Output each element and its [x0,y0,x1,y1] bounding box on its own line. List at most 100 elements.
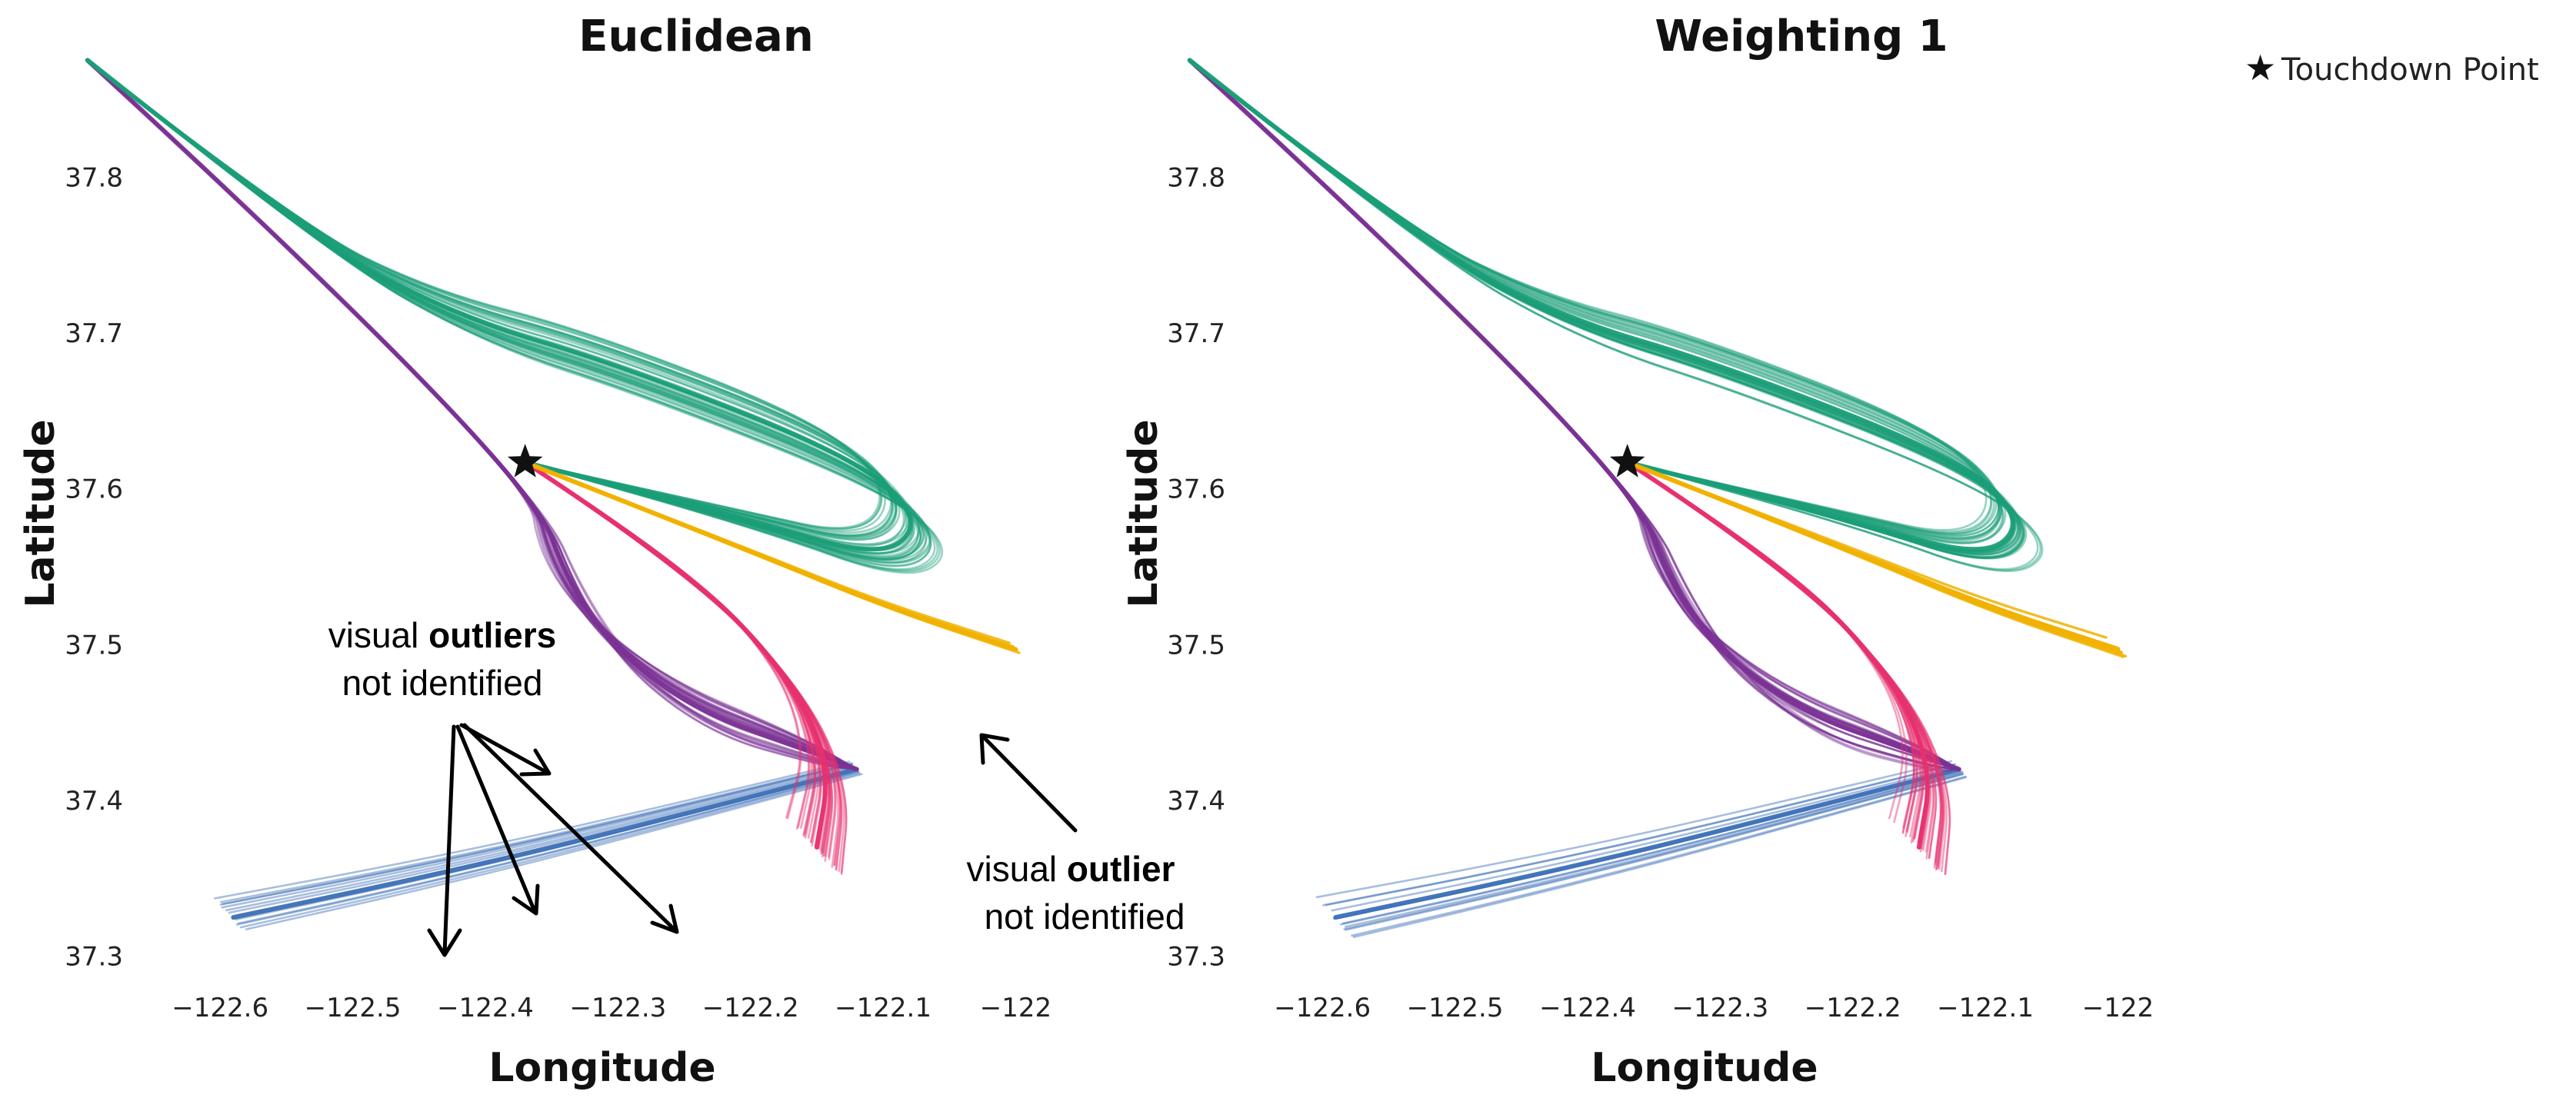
trajectory-line [1188,59,1993,534]
trajectory-line [1344,772,1964,928]
annotation-normal-text: visual [967,849,1067,889]
trajectory-line [1352,776,1968,938]
trajectory-line [1188,59,2039,571]
trajectory-line [86,59,941,573]
y-axis-label: Latitude [18,419,64,607]
trajectory-line [1188,59,2026,560]
trajectory-line [228,766,856,914]
y-tick-label: 37.4 [1167,786,1225,817]
trajectory-core-line [1187,58,1961,772]
annotation-arrows [427,723,1078,957]
trajectory-line [1188,59,2021,556]
trajectory-line [1188,59,2001,541]
trajectory-line [86,59,894,537]
trajectory-line [1188,59,2021,558]
trajectory-line [1188,59,2014,552]
trajectory-line [86,59,911,551]
trajectory-line [1315,760,1953,899]
trajectory-line [1188,59,2018,555]
arrowhead-2 [512,883,540,916]
trajectory-line [1188,59,2015,551]
trajectory-line [1188,59,2004,545]
annotation-bold-text: outliers [428,615,556,655]
x-tick-label: −122.1 [1937,993,2034,1023]
trajectory-line [86,59,901,541]
trajectory-line [86,59,931,564]
trajectory-line [86,59,920,554]
trajectory-line [1188,59,2017,552]
x-axis-label: Longitude [1591,1045,1818,1091]
trajectory-line [1188,59,2025,559]
arrow-4 [462,723,678,933]
trajectory-line [1188,59,2014,553]
trajectory-line [86,59,908,550]
touchdown-star-icon [507,444,543,477]
arrow-5 [981,734,1078,833]
x-tick-label: −122.5 [1407,993,1504,1023]
trajectory-line [86,59,931,564]
trajectory-line [1188,59,2000,537]
trajectory-line [86,59,898,537]
trajectory-line [86,59,939,571]
y-tick-label: 37.3 [65,942,123,973]
trajectory-line [1188,59,2024,558]
trajectory-line [86,59,910,546]
x-tick-label: −122 [980,993,1051,1023]
annotation-normal-text: visual [328,615,428,655]
trajectory-line [225,765,855,912]
trajectory-line [1188,59,2023,560]
trajectory-line [1188,59,2016,553]
trajectory-line [214,760,851,900]
star-icon: ★ [2244,47,2276,88]
trajectory-line [1188,59,2001,540]
trajectory-line [86,59,898,538]
y-tick-label: 37.5 [1167,630,1225,660]
series-cluster-3-pink [1625,460,1951,876]
trajectory-line [86,59,944,574]
x-tick-label: −122.4 [437,993,534,1023]
trajectory-line [219,763,853,906]
arrow-2 [455,724,537,913]
y-axis-label: Latitude [1121,419,1167,607]
trajectory-line [1188,59,2014,553]
trajectory-line [86,59,892,534]
trajectory-line [86,59,913,554]
euclidean-panel: Euclidean 37.3 37.4 37.5 37.6 37.7 37.8 −122.… [18,12,1185,1091]
trajectory-line [86,59,922,561]
trajectory-line [221,764,853,909]
trajectory-line [1341,770,1963,925]
arrow-1 [442,724,456,956]
x-tick-label: −122.2 [702,993,799,1023]
trajectory-line [1188,59,1995,535]
trajectory-line [1331,765,1958,912]
x-tick-label: −122.2 [1805,993,1901,1023]
trajectory-core-line [1625,460,2121,652]
trajectory-core-line [1333,767,1961,920]
trajectory-line [220,762,853,903]
annotation-outlier-line2: not identified [985,897,1185,937]
trajectory-line [86,59,927,564]
y-tick-label: 37.5 [65,630,123,660]
series-cluster-4-orange [1625,460,2128,658]
annotation-outliers-line2: not identified [342,663,543,703]
legend: ★ Touchdown Point [2244,47,2539,88]
trajectory-line [86,59,897,540]
trajectory-line [86,59,883,530]
trajectory-line [1188,59,2007,544]
trajectory-line [1325,763,1956,907]
trajectory-line [1188,59,2001,537]
series-cluster-3-pink [522,460,848,875]
panel-title: Euclidean [578,12,813,62]
trajectory-line [1345,773,1964,931]
trajectory-line [86,59,925,560]
trajectory-line [86,59,895,537]
trajectories-group [1187,58,2128,938]
y-tick-label: 37.7 [65,318,123,349]
trajectory-line [1188,59,2021,556]
trajectory-line [1188,59,2004,544]
trajectory-line [86,59,907,545]
trajectory-line [222,763,854,905]
trajectory-line [1188,59,2017,554]
trajectory-core-line [1625,460,1930,850]
